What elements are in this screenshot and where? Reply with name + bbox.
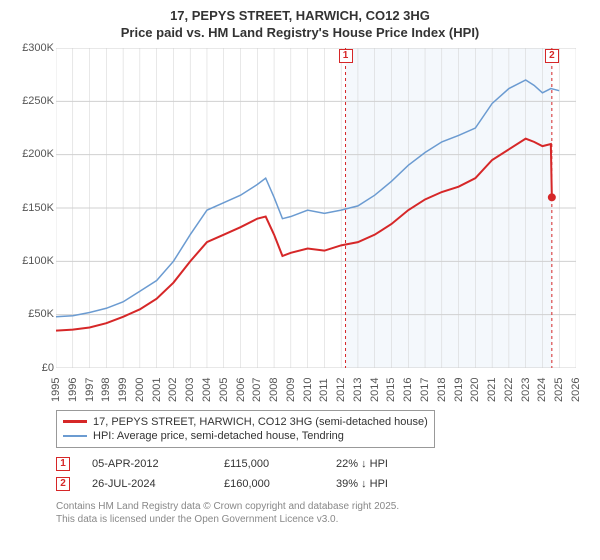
x-tick: 1997 [84, 377, 96, 401]
x-tick: 2024 [536, 377, 548, 401]
x-tick: 2026 [570, 377, 582, 401]
legend-swatch [63, 435, 87, 437]
footer-attribution: Contains HM Land Registry data © Crown c… [56, 500, 588, 526]
x-axis: 1995199619971998199920002001200220032004… [56, 370, 576, 408]
data-point-price: £160,000 [224, 478, 314, 490]
x-tick: 2003 [184, 377, 196, 401]
x-tick: 2012 [335, 377, 347, 401]
data-point-delta: 39% ↓ HPI [336, 478, 388, 490]
x-tick: 1999 [117, 377, 129, 401]
x-tick: 2006 [235, 377, 247, 401]
x-tick: 2011 [318, 378, 330, 402]
legend-item: 17, PEPYS STREET, HARWICH, CO12 3HG (sem… [63, 415, 428, 429]
y-tick: £250K [22, 95, 54, 107]
legend: 17, PEPYS STREET, HARWICH, CO12 3HG (sem… [56, 410, 435, 448]
x-tick: 2008 [268, 377, 280, 401]
x-tick: 1996 [67, 377, 79, 401]
x-tick: 1995 [50, 377, 62, 401]
y-tick: £150K [22, 202, 54, 214]
plot-area: 12 [56, 48, 576, 368]
x-tick: 2001 [151, 377, 163, 401]
x-tick: 2017 [419, 377, 431, 401]
x-tick: 2002 [167, 377, 179, 401]
y-tick: £50K [28, 308, 54, 320]
x-tick: 2014 [369, 377, 381, 401]
chart-area: £0£50K£100K£150K£200K£250K£300K 12 19951… [12, 48, 588, 408]
chart-svg [56, 48, 576, 368]
x-tick: 2022 [503, 377, 515, 401]
x-tick: 2013 [352, 377, 364, 401]
data-point-marker: 1 [56, 457, 70, 471]
data-point-date: 26-JUL-2024 [92, 478, 202, 490]
footer-line-2: This data is licensed under the Open Gov… [56, 513, 588, 526]
data-point-date: 05-APR-2012 [92, 458, 202, 470]
y-axis: £0£50K£100K£150K£200K£250K£300K [12, 48, 56, 368]
y-tick: £0 [42, 362, 54, 374]
legend-label: 17, PEPYS STREET, HARWICH, CO12 3HG (sem… [93, 416, 428, 428]
data-point-marker: 2 [56, 477, 70, 491]
title-line-1: 17, PEPYS STREET, HARWICH, CO12 3HG [12, 8, 588, 25]
footer-line-1: Contains HM Land Registry data © Crown c… [56, 500, 588, 513]
x-tick: 1998 [100, 377, 112, 401]
chart-container: 17, PEPYS STREET, HARWICH, CO12 3HG Pric… [0, 0, 600, 560]
data-point-price: £115,000 [224, 458, 314, 470]
y-tick: £200K [22, 148, 54, 160]
data-point-row: 2 26-JUL-2024 £160,000 39% ↓ HPI [56, 474, 588, 494]
x-tick: 2007 [251, 377, 263, 401]
y-tick: £300K [22, 42, 54, 54]
x-tick: 2020 [469, 377, 481, 401]
x-tick: 2005 [218, 377, 230, 401]
data-point-table: 1 05-APR-2012 £115,000 22% ↓ HPI 2 26-JUL-202… [56, 454, 588, 494]
x-tick: 2019 [453, 377, 465, 401]
chart-title: 17, PEPYS STREET, HARWICH, CO12 3HG Pric… [12, 8, 588, 42]
x-tick: 2004 [201, 377, 213, 401]
x-tick: 2009 [285, 377, 297, 401]
data-point-row: 1 05-APR-2012 £115,000 22% ↓ HPI [56, 454, 588, 474]
legend-item: HPI: Average price, semi-detached house,… [63, 429, 428, 443]
title-line-2: Price paid vs. HM Land Registry's House … [12, 25, 588, 42]
x-tick: 2021 [486, 377, 498, 401]
x-tick: 2015 [385, 377, 397, 401]
legend-swatch [63, 420, 87, 423]
x-tick: 2018 [436, 377, 448, 401]
x-tick: 2000 [134, 377, 146, 401]
chart-marker-1: 1 [339, 49, 353, 63]
x-tick: 2025 [553, 377, 565, 401]
data-point-delta: 22% ↓ HPI [336, 458, 388, 470]
legend-label: HPI: Average price, semi-detached house,… [93, 430, 344, 442]
chart-marker-2: 2 [545, 49, 559, 63]
x-tick: 2023 [520, 377, 532, 401]
x-tick: 2010 [302, 377, 314, 401]
y-tick: £100K [22, 255, 54, 267]
x-tick: 2016 [402, 377, 414, 401]
